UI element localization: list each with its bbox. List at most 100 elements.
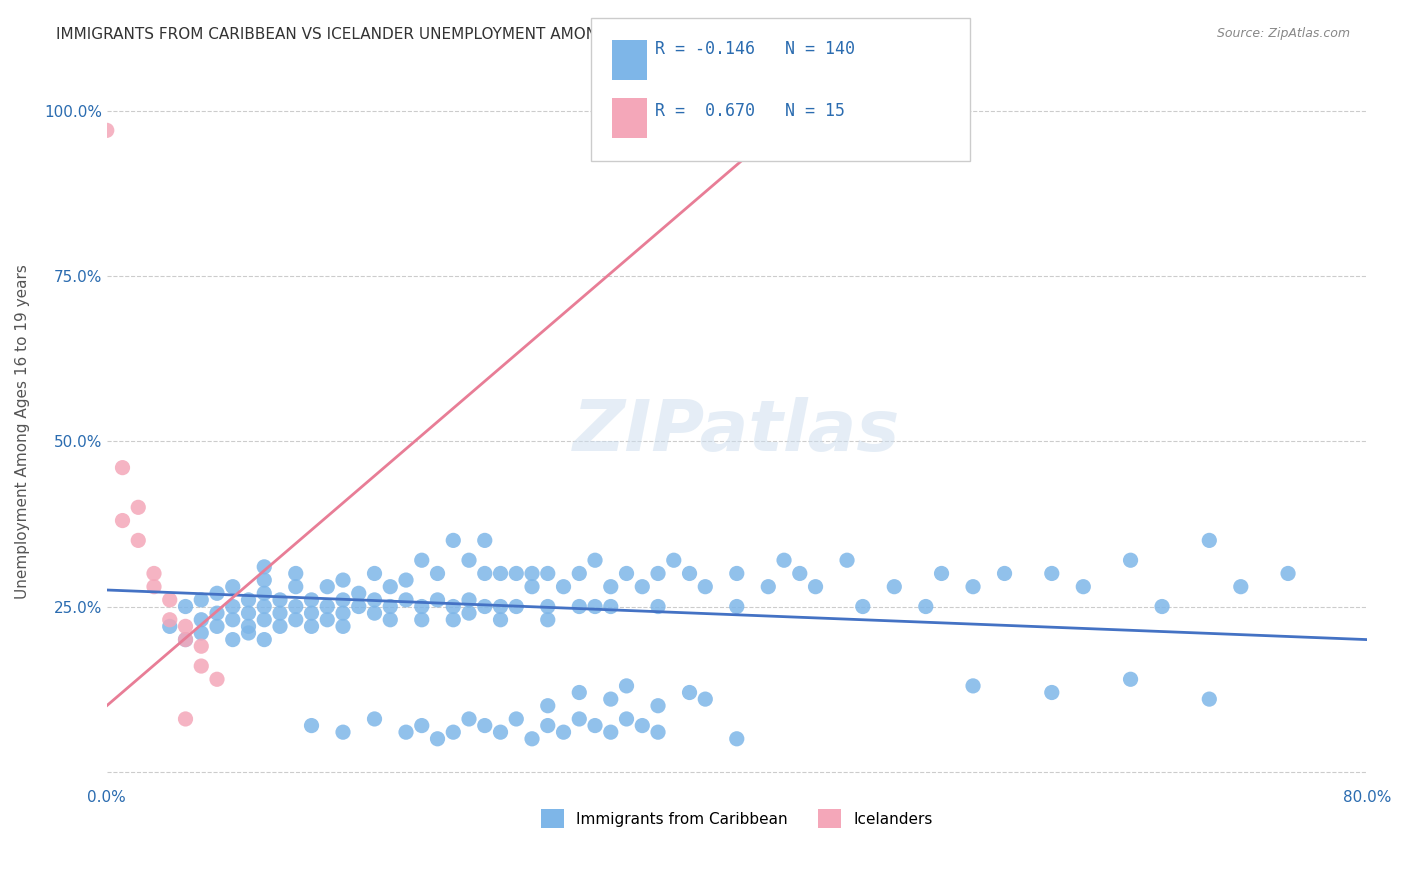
Point — [205, 586, 228, 600]
Point — [458, 593, 481, 607]
Point — [284, 580, 307, 594]
Point — [756, 580, 779, 594]
Point — [238, 626, 260, 640]
Point — [205, 673, 228, 687]
Point — [395, 725, 418, 739]
Point — [269, 593, 291, 607]
Point — [426, 593, 449, 607]
Point — [363, 566, 385, 581]
Point — [332, 619, 354, 633]
Point — [1150, 599, 1173, 614]
Point — [568, 685, 591, 699]
Point — [695, 692, 717, 706]
Point — [143, 566, 166, 581]
Point — [347, 599, 370, 614]
Point — [1230, 580, 1253, 594]
Point — [301, 718, 323, 732]
Point — [835, 553, 858, 567]
Point — [458, 553, 481, 567]
Point — [395, 573, 418, 587]
Point — [474, 718, 496, 732]
Point — [347, 586, 370, 600]
Point — [678, 566, 700, 581]
Point — [253, 559, 276, 574]
Point — [190, 613, 212, 627]
Point — [316, 580, 339, 594]
Text: ZIPatlas: ZIPatlas — [574, 397, 900, 466]
Point — [253, 613, 276, 627]
Text: IMMIGRANTS FROM CARIBBEAN VS ICELANDER UNEMPLOYMENT AMONG AGES 16 TO 19 YEARS CO: IMMIGRANTS FROM CARIBBEAN VS ICELANDER U… — [56, 27, 955, 42]
Point — [568, 566, 591, 581]
Point — [537, 613, 560, 627]
Point — [190, 639, 212, 653]
Point — [380, 580, 402, 594]
Point — [931, 566, 953, 581]
Point — [962, 679, 984, 693]
Point — [380, 599, 402, 614]
Point — [411, 599, 433, 614]
Point — [111, 514, 134, 528]
Point — [222, 632, 245, 647]
Point — [411, 613, 433, 627]
Point — [269, 619, 291, 633]
Point — [505, 712, 527, 726]
Point — [804, 580, 827, 594]
Point — [316, 613, 339, 627]
Point — [1119, 553, 1142, 567]
Point — [599, 599, 621, 614]
Point — [583, 553, 606, 567]
Point — [190, 593, 212, 607]
Point — [553, 580, 575, 594]
Point — [253, 632, 276, 647]
Point — [143, 580, 166, 594]
Point — [1040, 566, 1063, 581]
Point — [773, 553, 796, 567]
Point — [725, 566, 748, 581]
Point — [190, 659, 212, 673]
Point — [301, 619, 323, 633]
Point — [222, 613, 245, 627]
Point — [852, 599, 875, 614]
Point — [426, 566, 449, 581]
Point — [537, 698, 560, 713]
Point — [441, 613, 464, 627]
Point — [647, 698, 669, 713]
Point — [489, 725, 512, 739]
Point — [253, 586, 276, 600]
Point — [159, 619, 181, 633]
Point — [1198, 533, 1220, 548]
Point — [411, 553, 433, 567]
Point — [505, 599, 527, 614]
Point — [301, 606, 323, 620]
Point — [474, 566, 496, 581]
Point — [332, 606, 354, 620]
Point — [914, 599, 936, 614]
Point — [616, 679, 638, 693]
Point — [111, 460, 134, 475]
Point — [316, 599, 339, 614]
Point — [205, 606, 228, 620]
Point — [174, 599, 197, 614]
Point — [1071, 580, 1094, 594]
Point — [599, 692, 621, 706]
Point — [568, 712, 591, 726]
Point — [174, 632, 197, 647]
Point — [253, 573, 276, 587]
Point — [238, 606, 260, 620]
Point — [489, 613, 512, 627]
Point — [284, 566, 307, 581]
Point — [284, 613, 307, 627]
Point — [1277, 566, 1299, 581]
Point — [190, 626, 212, 640]
Point — [647, 599, 669, 614]
Point — [1040, 685, 1063, 699]
Point — [174, 632, 197, 647]
Point — [616, 712, 638, 726]
Point — [159, 593, 181, 607]
Point — [993, 566, 1015, 581]
Point — [489, 599, 512, 614]
Point — [583, 599, 606, 614]
Point — [474, 533, 496, 548]
Point — [238, 619, 260, 633]
Point — [411, 718, 433, 732]
